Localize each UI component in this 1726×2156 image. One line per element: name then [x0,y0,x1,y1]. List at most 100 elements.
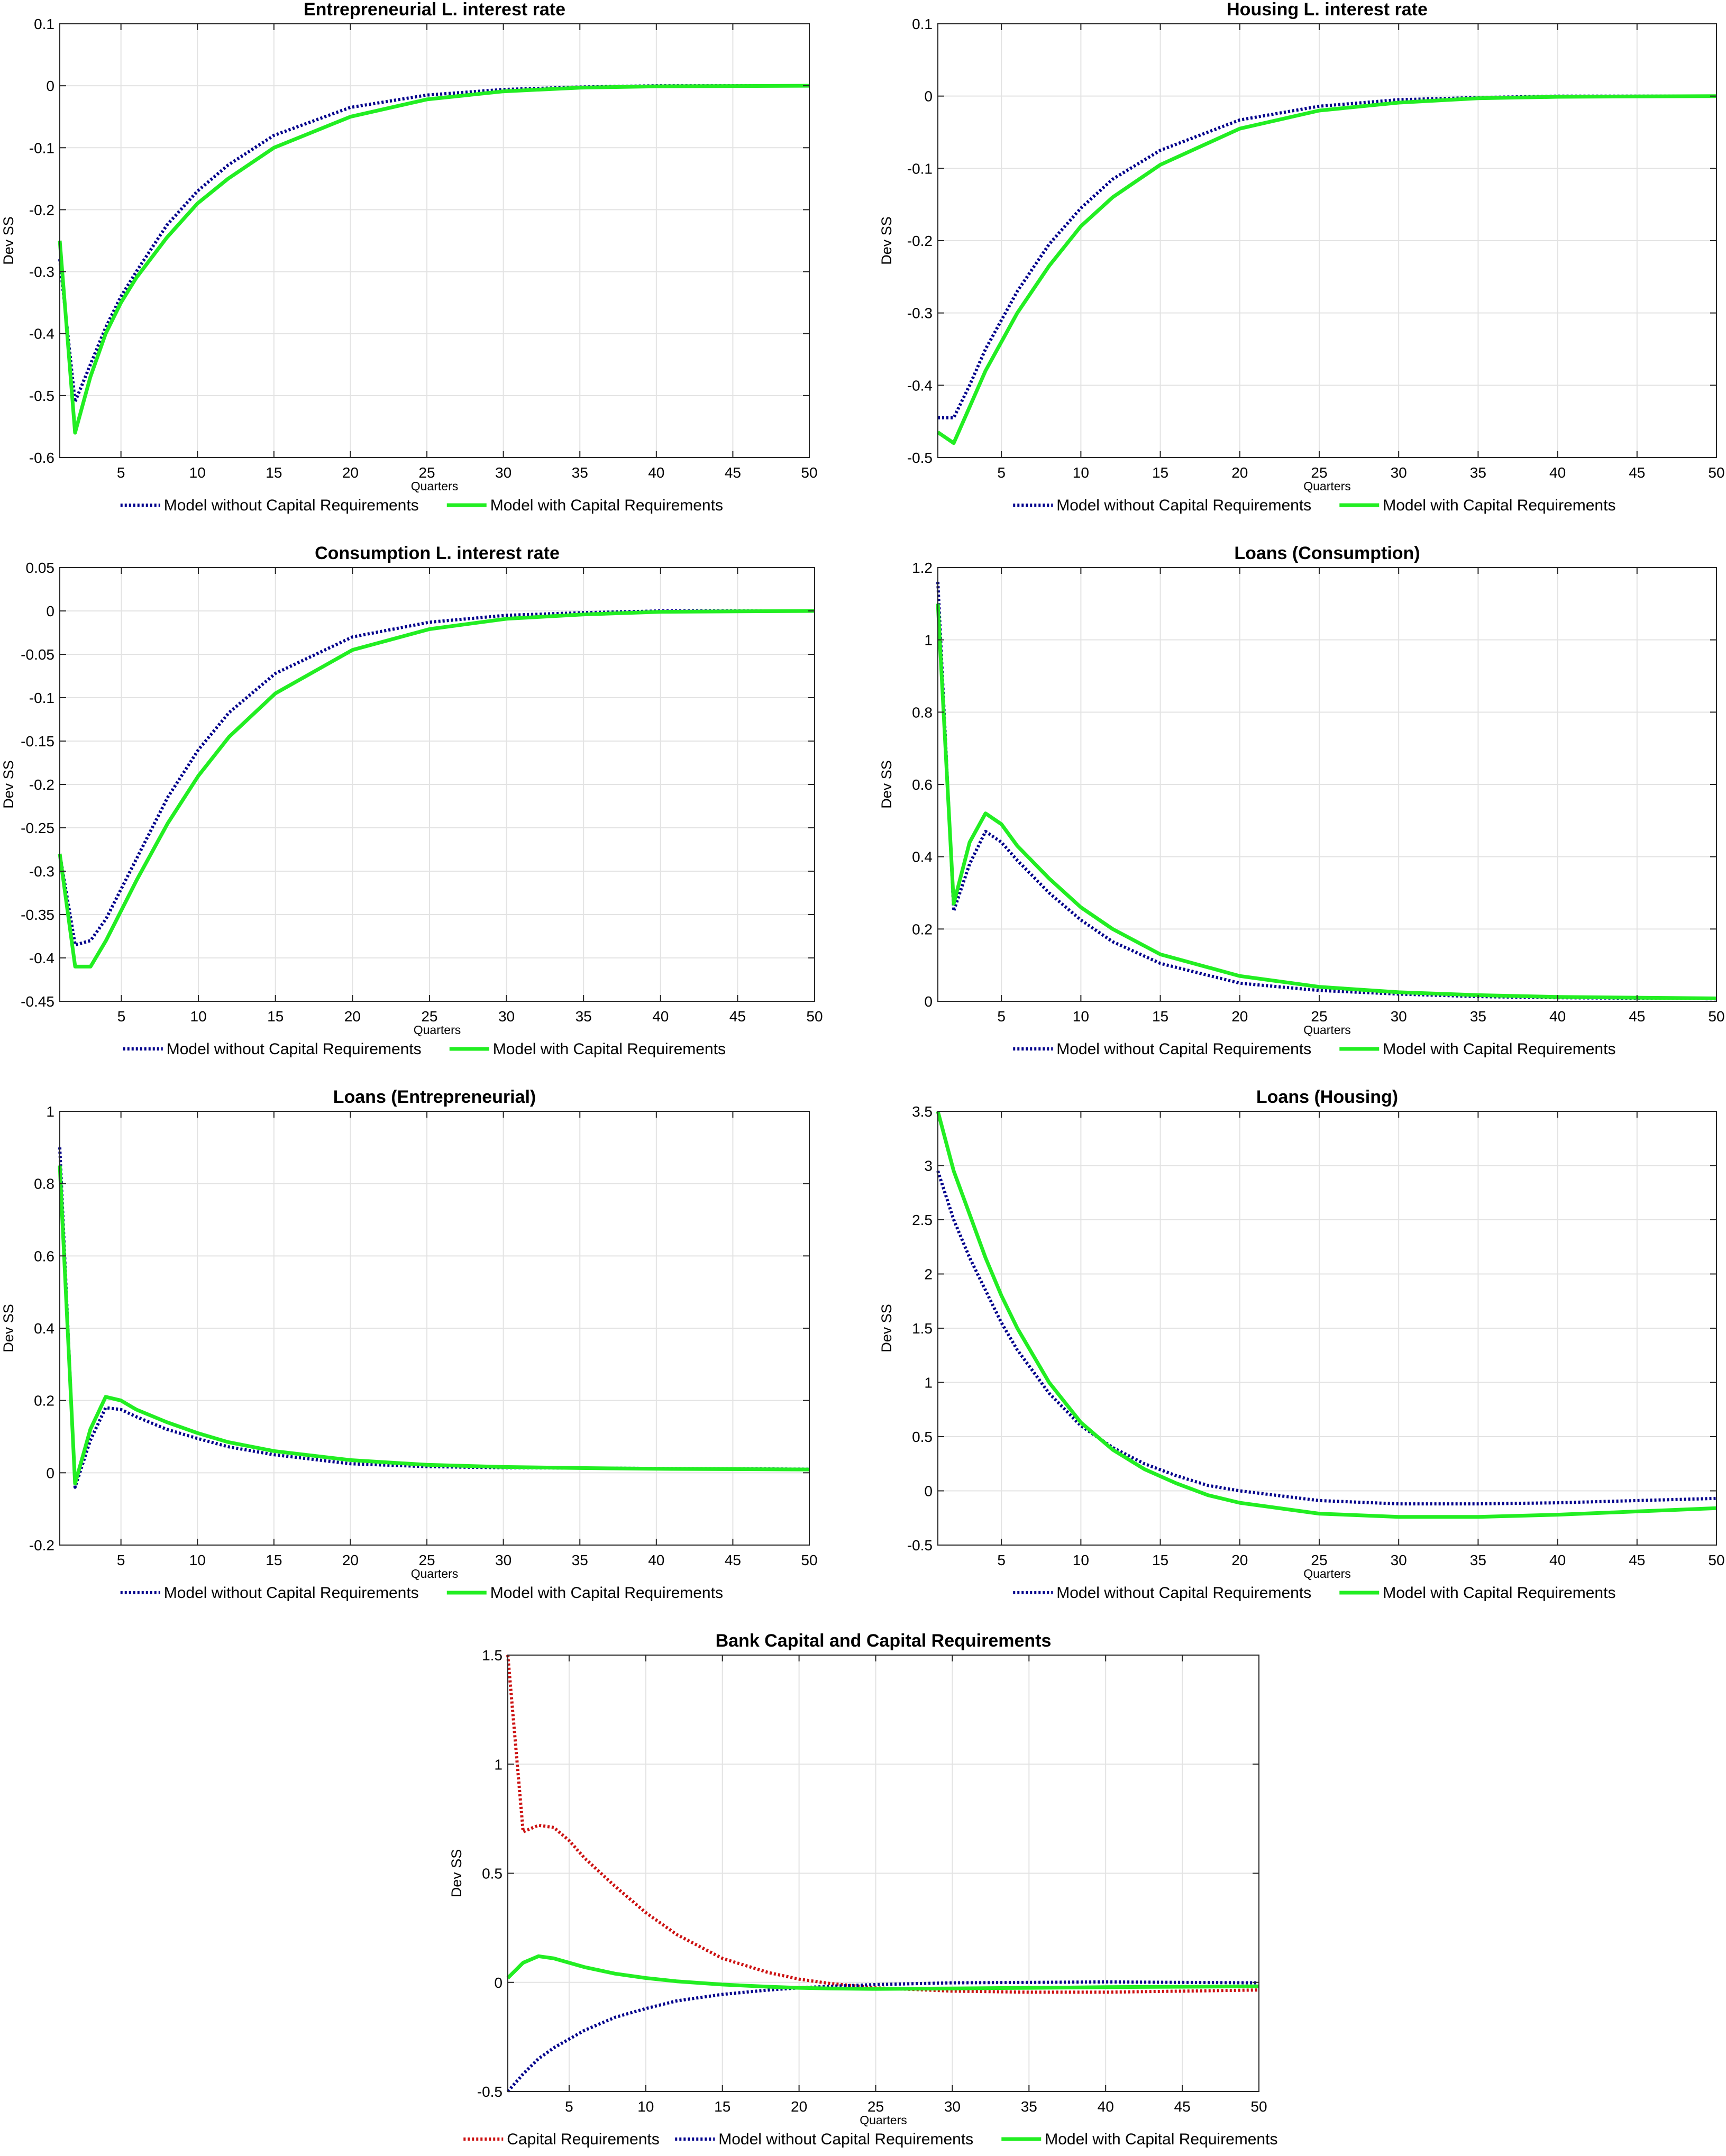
x-tick-label: 30 [944,2098,961,2115]
chart-title: Bank Capital and Capital Requirements [716,1631,1052,1651]
y-axis-label: Dev SS [879,760,894,809]
x-tick-label: 25 [1311,1552,1327,1568]
y-tick-label: -0.5 [907,450,933,466]
series-line-2 [506,1980,1259,2093]
legend-label: Model with Capital Requirements [1383,497,1615,514]
series-line-1 [58,609,815,947]
legend-label: Model with Capital Requirements [493,1040,726,1058]
x-tick-label: 30 [495,464,512,481]
x-tick-label: 10 [637,2098,654,2115]
x-tick-label: 25 [867,2098,884,2115]
series-line-2 [936,604,1717,1000]
y-tick-label: -0.45 [21,993,54,1010]
x-tick-label: 45 [725,464,741,481]
y-tick-label: 0.5 [482,1866,503,1882]
y-tick-label: 0.6 [912,776,933,793]
y-tick-label: -0.1 [29,690,54,706]
chart-title: Loans (Entrepreneurial) [333,1087,536,1107]
y-tick-label: 1 [46,1103,54,1120]
chart-2: 5 10 15 20 25 30 35 40 45 50 0.1 0 -0.1 -0.2 -0.3 -0.4 -… [879,0,1725,514]
y-tick-label: 1.5 [912,1320,933,1337]
chart-3: 5 10 15 20 25 30 35 40 45 50 0.05 0 -0.05 -0.1 -0.15 -0… [1,543,823,1058]
y-tick-label: 0 [46,1465,54,1481]
x-tick-label: 10 [190,1008,207,1025]
x-tick-label: 35 [576,1008,592,1025]
axes-frame [59,23,810,458]
y-tick-label: 2 [924,1266,933,1283]
chart-5: 5 10 15 20 25 30 35 40 45 50 1 0.8 0.6 0.4 0.2 0 -0.2 Loa… [1,1087,818,1602]
chart-4: 5 10 15 20 25 30 35 40 45 50 1.2 1 0.8 0.6 0.4 0.2 0 Loan… [879,543,1725,1058]
x-tick-label: 25 [418,1552,435,1568]
y-axis-label: Dev SS [879,1304,894,1353]
x-tick-label: 5 [997,464,1006,481]
y-tick-label: -0.15 [21,733,54,750]
y-tick-label: 0.4 [912,849,933,865]
legend: Model without Capital Requirements Model … [1013,1584,1615,1602]
y-tick-label: 0.1 [912,16,933,32]
x-tick-label: 10 [1073,1008,1089,1025]
chart-title: Loans (Housing) [1256,1087,1398,1107]
y-tick-label: 2.5 [912,1212,933,1228]
y-tick-label: -0.5 [477,2084,503,2100]
x-tick-label: 50 [806,1008,823,1025]
x-axis-label: Quarters [860,2113,907,2127]
chart-title: Entrepreneurial L. interest rate [304,0,565,20]
y-tick-label: -0.35 [21,907,54,923]
x-tick-label: 40 [652,1008,669,1025]
legend: Model without Capital Requirements Model … [1013,497,1615,514]
legend-label: Model without Capital Requirements [164,1584,419,1602]
legend-label: Capital Requirements [507,2131,659,2148]
y-tick-label: 0.8 [912,704,933,720]
legend-label: Model with Capital Requirements [1383,1040,1615,1058]
legend-label: Model with Capital Requirements [1383,1584,1615,1602]
y-tick-label: -0.3 [907,305,933,322]
x-tick-label: 35 [1021,2098,1037,2115]
x-tick-label: 15 [714,2098,730,2115]
x-tick-label: 15 [1152,464,1168,481]
legend: Model without Capital Requirements Model … [120,1584,723,1602]
series-line-2 [58,609,815,969]
y-tick-label: 1 [924,632,933,648]
chart-title: Housing L. interest rate [1227,0,1428,20]
x-tick-label: 50 [1250,2098,1267,2115]
y-tick-label: 3.5 [912,1103,933,1120]
chart-1: 5 10 15 20 25 30 35 40 45 50 0.1 0 -0.1 -0.2 -0.3 -0.4 -… [1,0,818,514]
legend: Capital Requirements Model without Capita… [463,2131,1277,2148]
y-tick-label: -0.3 [29,863,54,880]
x-tick-label: 10 [1073,1552,1089,1568]
y-tick-label: 0 [46,603,54,619]
chart-title: Consumption L. interest rate [315,543,560,563]
series-line-2 [58,1165,810,1486]
y-tick-label: -0.2 [29,202,54,218]
series-line-2 [937,94,1717,445]
y-tick-label: -0.1 [29,140,54,156]
y-tick-label: 0 [494,1975,503,1991]
y-tick-label: 0.05 [26,560,55,576]
x-tick-label: 50 [801,1552,817,1568]
x-tick-label: 5 [117,1552,125,1568]
x-tick-label: 45 [725,1552,741,1568]
legend-label: Model without Capital Requirements [1056,1584,1311,1602]
x-tick-label: 45 [729,1008,746,1025]
x-tick-label: 50 [1708,464,1724,481]
x-axis-label: Quarters [1303,479,1350,493]
x-tick-label: 20 [791,2098,807,2115]
y-tick-label: 0.2 [34,1393,54,1409]
y-tick-label: -0.25 [21,820,54,836]
x-tick-label: 20 [342,464,359,481]
chart-6: 5 10 15 20 25 30 35 40 45 50 3.5 3 2.5 2 1.5 1 0.5 0 -0.5 L… [879,1087,1725,1602]
x-tick-label: 5 [997,1008,1006,1025]
x-tick-label: 15 [266,464,282,481]
y-tick-label: -0.05 [21,646,54,663]
x-axis-label: Quarters [411,479,458,493]
y-tick-label: -0.2 [29,776,54,793]
plot-area [60,24,809,458]
x-tick-label: 15 [1152,1008,1168,1025]
x-tick-label: 30 [1391,464,1407,481]
x-tick-label: 30 [1391,1552,1407,1568]
x-tick-label: 40 [1549,1008,1566,1025]
y-tick-label: 1.2 [912,560,933,576]
x-tick-label: 15 [266,1552,282,1568]
legend: Model without Capital Requirements Model … [120,497,723,514]
